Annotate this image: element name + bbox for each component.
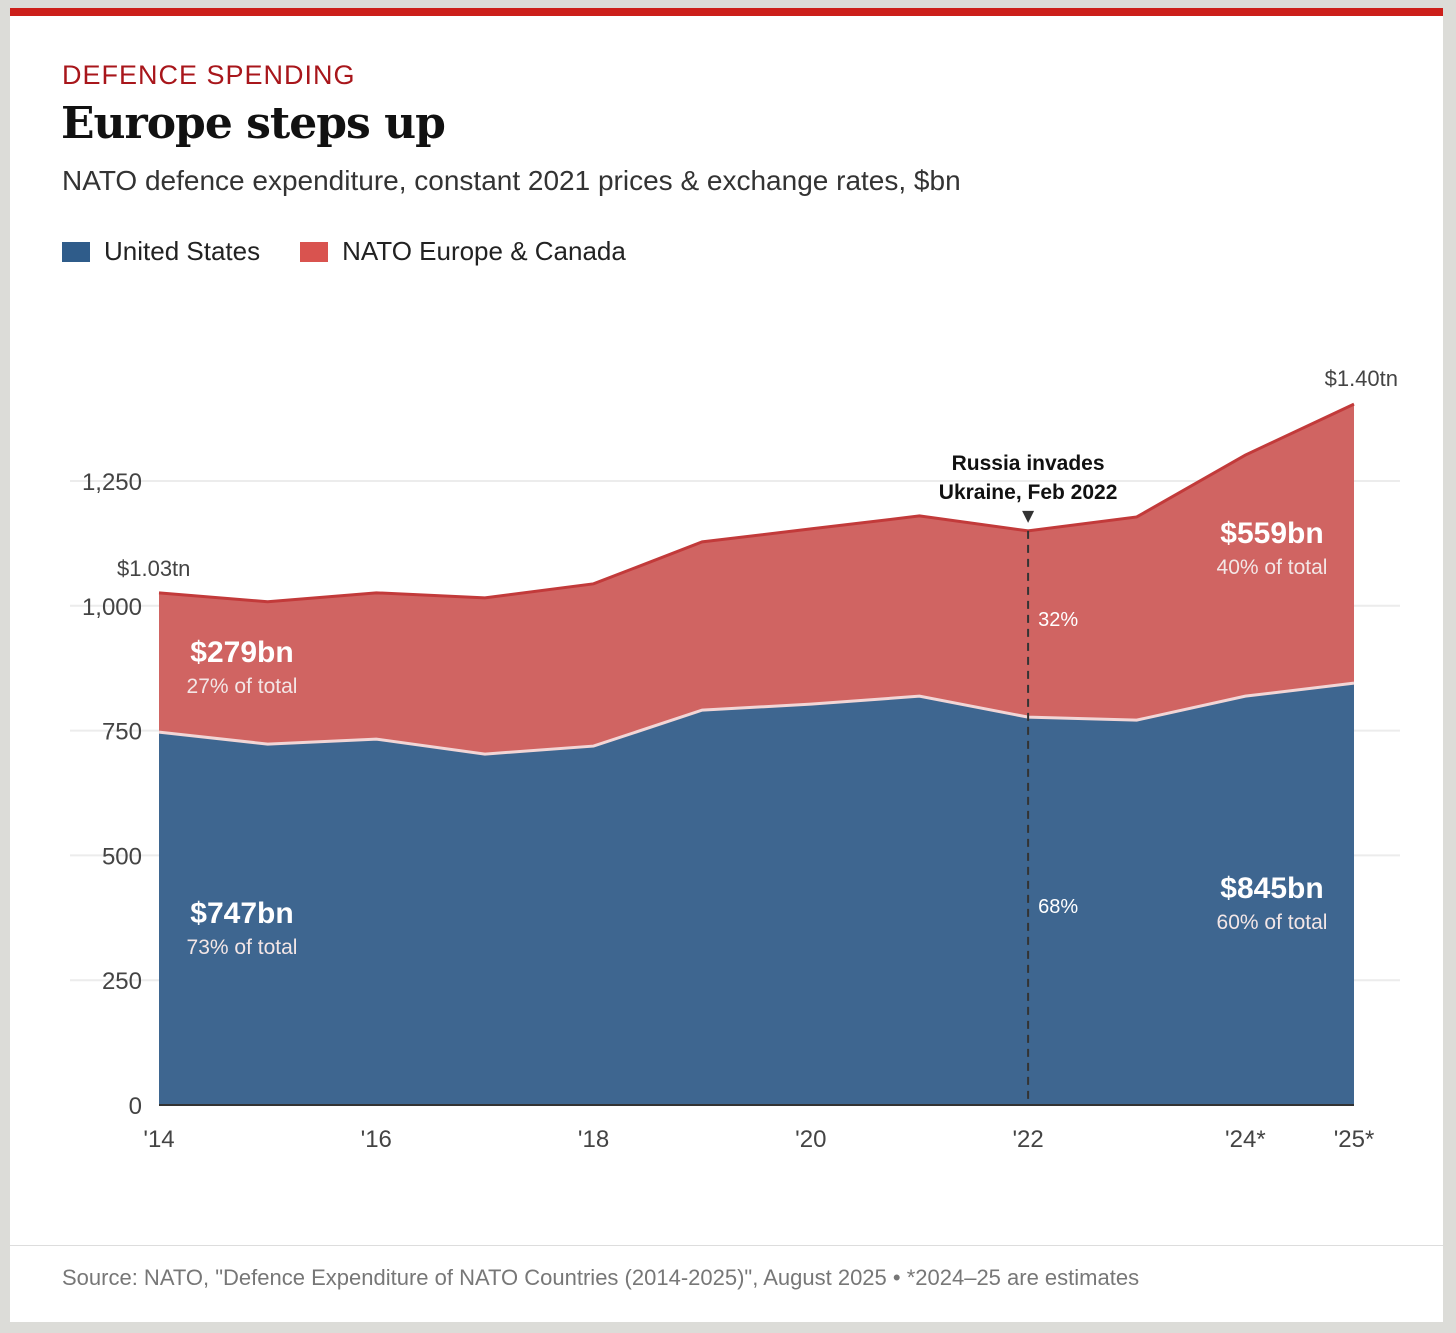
start-total-label: $1.03tn <box>117 556 190 581</box>
end-us-share: 60% of total <box>1217 911 1328 934</box>
start-europe-value: $279bn <box>190 636 293 669</box>
y-tick-label: 750 <box>102 719 142 746</box>
source-note: Source: NATO, "Defence Expenditure of NA… <box>62 1265 1140 1290</box>
start-us-value: $747bn <box>190 897 293 930</box>
start-us-share: 73% of total <box>187 936 298 959</box>
y-tick-label: 1,000 <box>82 594 142 621</box>
top-accent-bar <box>10 8 1443 16</box>
y-tick-label: 250 <box>102 968 142 995</box>
end-europe-value: $559bn <box>1220 517 1323 550</box>
line-united-states <box>158 681 1355 756</box>
chart-subtitle: NATO defence expenditure, constant 2021 … <box>62 165 961 196</box>
event-marker-arrow <box>1022 510 1035 523</box>
line-total <box>158 402 1355 604</box>
x-tick-label: '24* <box>1225 1126 1266 1153</box>
legend-item-europe: NATO Europe & Canada <box>300 236 626 267</box>
x-tick-label: '20 <box>795 1126 826 1153</box>
footer-divider <box>10 1245 1443 1246</box>
y-tick-label: 1,250 <box>82 469 142 496</box>
event-label-line2: Ukraine, Feb 2022 <box>939 481 1118 504</box>
y-tick-label: 500 <box>102 843 142 870</box>
x-tick-label: '16 <box>361 1126 392 1153</box>
event-label-line1: Russia invades <box>952 452 1105 475</box>
legend-swatch-us <box>62 241 90 262</box>
area-united-states <box>159 683 1354 1105</box>
event-us-share: 68% <box>1038 896 1078 918</box>
chart-kicker: DEFENCE SPENDING <box>62 60 356 90</box>
legend-swatch-europe <box>300 241 329 262</box>
chart-title: Europe steps up <box>61 98 446 149</box>
x-tick-label: '14 <box>143 1126 174 1153</box>
legend: United States NATO Europe & Canada <box>62 236 626 267</box>
start-europe-share: 27% of total <box>187 675 298 698</box>
legend-item-us: United States <box>62 236 260 267</box>
legend-label-us: United States <box>104 236 261 266</box>
event-europe-share: 32% <box>1038 609 1078 631</box>
end-europe-share: 40% of total <box>1217 556 1328 579</box>
end-us-value: $845bn <box>1220 872 1323 905</box>
end-total-label: $1.40tn <box>1325 366 1398 391</box>
legend-label-europe: NATO Europe & Canada <box>342 236 626 266</box>
x-tick-label: '22 <box>1012 1126 1043 1153</box>
area-europe-canada <box>159 404 1354 755</box>
y-tick-label: 0 <box>129 1093 142 1120</box>
x-tick-label: '18 <box>578 1126 609 1153</box>
x-tick-label: '25* <box>1334 1126 1375 1153</box>
